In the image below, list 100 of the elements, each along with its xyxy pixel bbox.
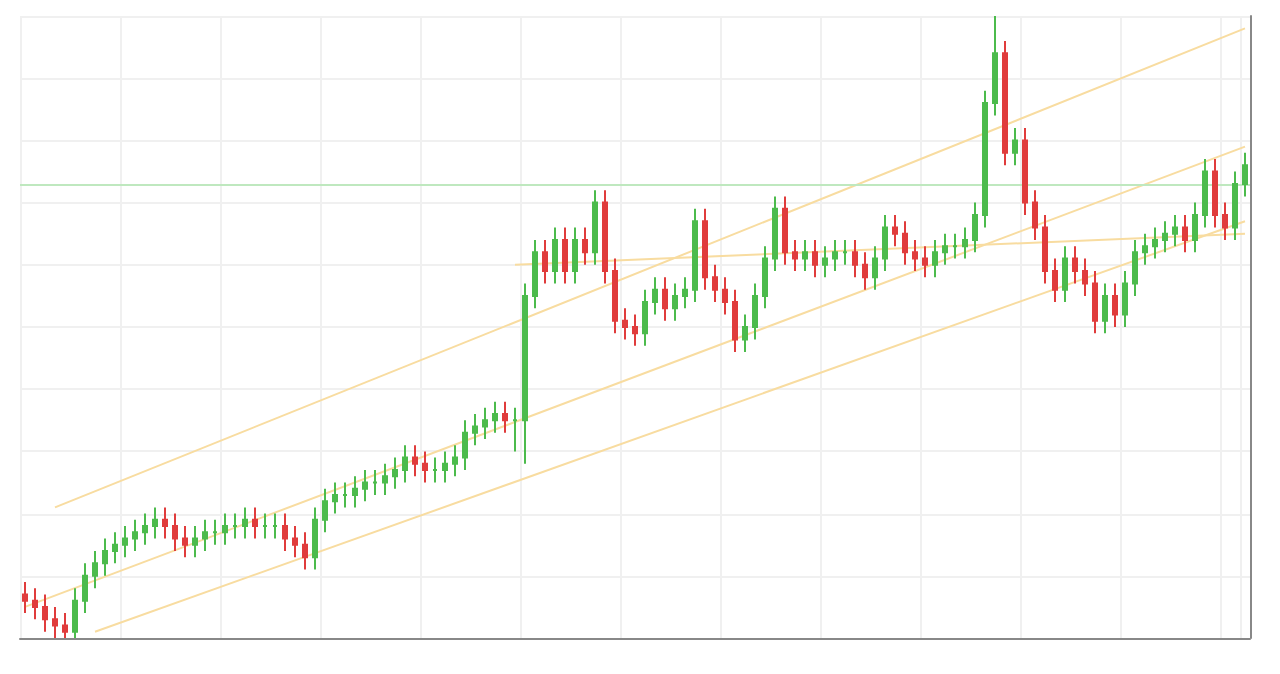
candlestick — [1072, 245, 1078, 285]
candlestick — [992, 15, 998, 117]
candlestick — [402, 444, 408, 484]
candlestick — [862, 251, 868, 291]
candlestick — [392, 456, 398, 490]
candlestick — [432, 456, 438, 484]
candlestick — [362, 469, 368, 503]
candlestick — [172, 512, 178, 552]
candlestick — [652, 276, 658, 316]
candlestick — [162, 506, 168, 540]
candlestick — [792, 238, 798, 273]
candlestick — [132, 518, 138, 552]
candlestick — [552, 226, 558, 285]
candlestick — [632, 313, 638, 347]
candlestick — [282, 512, 288, 552]
candlestick — [272, 512, 278, 540]
candlestick — [752, 282, 758, 341]
candlestick — [902, 220, 908, 266]
candlestick — [312, 506, 318, 571]
candlestick — [82, 562, 88, 615]
candlestick — [1042, 214, 1048, 285]
candlestick — [692, 207, 698, 304]
candlestick — [572, 226, 578, 285]
candlestick — [782, 195, 788, 266]
candlestick — [322, 487, 328, 534]
candlestick — [812, 238, 818, 279]
candlestick — [1012, 126, 1018, 167]
candlestick — [1082, 257, 1088, 297]
candlestick — [182, 525, 188, 559]
candlestick — [1032, 189, 1038, 241]
candlestick — [762, 245, 768, 310]
candlestick — [1162, 220, 1168, 254]
candlestick — [1152, 226, 1158, 260]
candlestick — [482, 406, 488, 440]
candlestick — [92, 549, 98, 590]
candlestick — [192, 525, 198, 559]
candlestick — [1182, 214, 1188, 254]
candlestick — [602, 189, 608, 285]
candlestick — [22, 581, 28, 615]
candlestick — [712, 263, 718, 304]
candlestick — [1172, 214, 1178, 248]
candlestick — [252, 506, 258, 540]
candlestick — [682, 276, 688, 310]
candlestick — [912, 238, 918, 273]
candlestick — [1202, 158, 1208, 229]
candlestick — [702, 207, 708, 291]
candlestick — [662, 276, 668, 322]
candlestick — [212, 518, 218, 546]
candlestick — [612, 257, 618, 335]
candlestick — [152, 506, 158, 540]
candlestick — [1132, 238, 1138, 297]
candlestick — [922, 245, 928, 279]
candlestick — [382, 462, 388, 496]
candlestick — [732, 288, 738, 353]
candlestick — [412, 444, 418, 478]
candlestick — [112, 531, 118, 565]
candlestick — [232, 512, 238, 540]
candlestick — [802, 238, 808, 273]
candlestick — [1142, 232, 1148, 266]
candlestick — [642, 288, 648, 347]
candlestick — [562, 226, 568, 285]
candlestick — [672, 282, 678, 322]
candlestick — [872, 245, 878, 291]
candlestick — [1052, 257, 1058, 304]
candlestick — [472, 413, 478, 447]
candlestick — [932, 238, 938, 279]
candlestick — [942, 232, 948, 266]
candlestick — [522, 282, 528, 465]
candlestick — [532, 238, 538, 310]
candlestick — [512, 406, 518, 453]
candlestick — [1222, 201, 1228, 241]
candlestick — [502, 400, 508, 434]
candlestick — [462, 419, 468, 472]
candlestick — [62, 612, 68, 639]
candlestick — [422, 450, 428, 484]
candlestick — [332, 481, 338, 515]
candlestick — [1212, 158, 1218, 229]
candlestick — [122, 525, 128, 559]
candlestick — [222, 512, 228, 546]
candlestick — [842, 238, 848, 266]
candlestick — [452, 444, 458, 478]
candlestick — [292, 525, 298, 559]
candlestick — [32, 587, 38, 621]
candlestick — [972, 201, 978, 254]
candlestick — [302, 531, 308, 571]
candlestick — [242, 506, 248, 540]
candlestick — [882, 214, 888, 273]
candlestick — [42, 593, 48, 633]
candlestick — [892, 214, 898, 248]
candlestick — [722, 276, 728, 316]
candlestick — [342, 481, 348, 509]
candlestick — [142, 512, 148, 546]
candlestick — [852, 238, 858, 279]
candlestick — [1092, 270, 1098, 335]
candlestick — [1232, 170, 1238, 241]
candlestick — [772, 195, 778, 273]
candlestick — [1242, 151, 1248, 198]
candlestick — [352, 475, 358, 509]
candlestick — [962, 226, 968, 260]
candlestick — [832, 238, 838, 273]
